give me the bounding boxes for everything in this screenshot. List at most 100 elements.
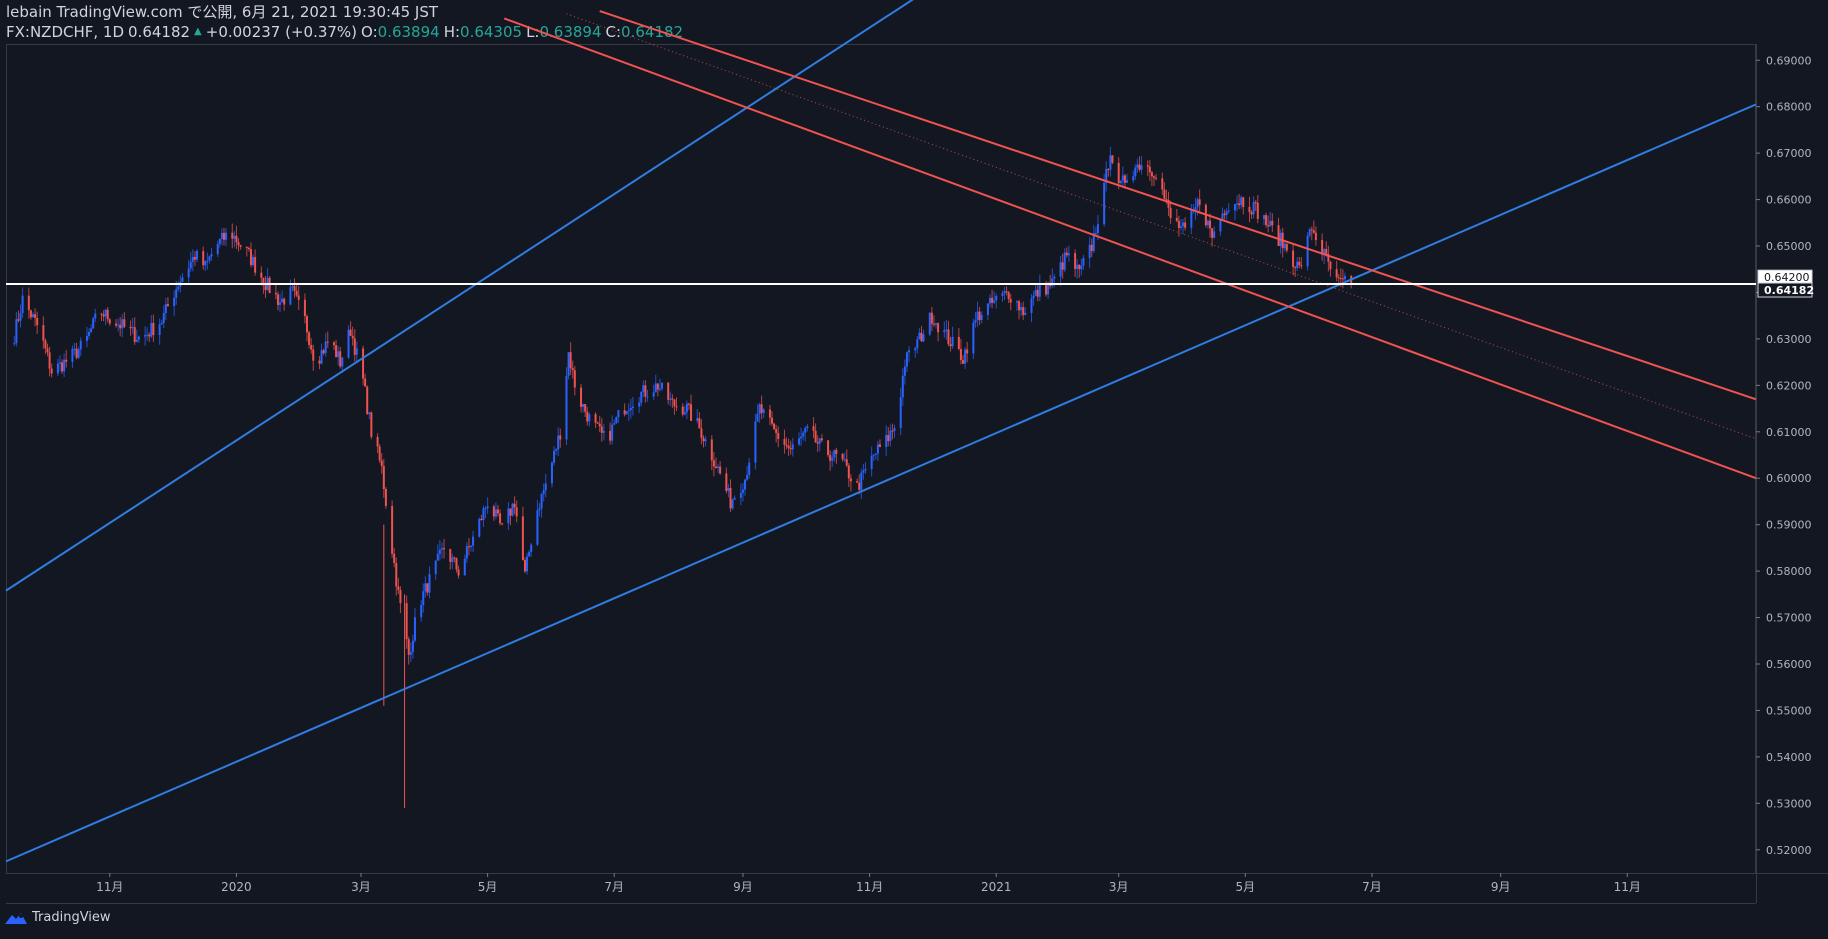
candle-body: [521, 516, 524, 560]
candle-body: [768, 409, 771, 418]
candle-body: [409, 652, 412, 655]
candle-body: [58, 362, 61, 364]
candle-body: [36, 317, 39, 326]
candle-body: [918, 332, 921, 340]
candle-body: [748, 462, 751, 475]
y-tick-label: 0.65000: [1766, 240, 1812, 253]
candle-body: [210, 254, 213, 257]
candle-body: [553, 450, 556, 463]
candle-body: [1190, 210, 1193, 228]
candle-body: [523, 559, 526, 572]
candle-body: [540, 494, 543, 509]
candle-body: [181, 277, 184, 282]
candle-body: [189, 261, 192, 269]
candle-body: [922, 334, 925, 342]
candle-body: [231, 232, 234, 239]
candle-body: [640, 391, 643, 403]
candle-body: [337, 351, 340, 358]
candle-body: [876, 444, 879, 454]
candle-body: [1107, 168, 1110, 170]
candle-body: [623, 410, 626, 415]
candle-body: [660, 382, 663, 389]
candle-body: [949, 344, 952, 347]
candle-body: [744, 479, 747, 490]
candle-body: [1119, 180, 1122, 184]
candle-body: [482, 508, 485, 521]
candle-body: [347, 329, 350, 358]
candle-body: [391, 505, 394, 554]
candle-body: [555, 449, 558, 451]
candle-body: [1296, 261, 1299, 268]
x-tick-label: 11月: [96, 880, 123, 894]
candle-body: [567, 352, 570, 376]
candle-body: [119, 324, 122, 329]
candle-body: [916, 339, 919, 349]
x-tick-label: 9月: [733, 880, 753, 894]
high-value: 0.64305: [460, 23, 523, 41]
y-tick-label: 0.57000: [1766, 612, 1812, 625]
candle-body: [625, 411, 628, 415]
candle-body: [467, 546, 470, 548]
candle-body: [175, 289, 178, 298]
candle-body: [829, 455, 832, 461]
candle-body: [152, 322, 155, 335]
candle-body: [90, 328, 93, 332]
candle-body: [457, 569, 460, 576]
candle-body: [849, 478, 852, 482]
candle-body: [100, 313, 103, 315]
candle-body: [370, 412, 373, 437]
candle-body: [274, 293, 277, 295]
y-tick-label: 0.66000: [1766, 194, 1812, 207]
candle-body: [48, 352, 51, 369]
candle-body: [613, 423, 616, 425]
candle-body: [1198, 199, 1201, 205]
candle-body: [453, 557, 456, 559]
candle-body: [957, 336, 960, 349]
candle-body: [675, 406, 678, 408]
candle-body: [1148, 166, 1151, 173]
candle-body: [538, 508, 541, 511]
brand[interactable]: TradingView: [4, 910, 111, 925]
candle-body: [586, 411, 589, 422]
candle-body: [108, 319, 111, 324]
y-tick-label: 0.59000: [1766, 519, 1812, 532]
candle-body: [783, 438, 786, 445]
candle-body: [717, 466, 720, 468]
candle-body: [787, 445, 790, 449]
candle-body: [135, 339, 138, 342]
candle-body: [887, 435, 890, 442]
candle-body: [843, 459, 846, 461]
candle-body: [582, 403, 585, 407]
candle-body: [94, 313, 97, 319]
candle-body: [1263, 215, 1266, 219]
candle-body: [384, 489, 387, 506]
candle-body: [928, 312, 931, 335]
candle-body: [1136, 164, 1139, 168]
candle-body: [631, 406, 634, 408]
candle-body: [162, 313, 165, 323]
candle-body: [1182, 222, 1185, 227]
candle-body: [870, 455, 873, 470]
candle-body: [1080, 265, 1083, 270]
candle-body: [908, 350, 911, 353]
candle-body: [355, 348, 358, 355]
candle-body: [195, 251, 198, 260]
candle-body: [405, 603, 408, 640]
candle-body: [247, 247, 250, 250]
candle-body: [44, 340, 47, 349]
candle-body: [1125, 180, 1128, 183]
candle-body: [1248, 206, 1251, 213]
candle-body: [1209, 220, 1212, 229]
candle-body: [656, 383, 659, 390]
candle-body: [1252, 202, 1255, 215]
candle-body: [710, 439, 713, 461]
price-axis: 0.690000.680000.670000.660000.650000.640…: [1756, 54, 1812, 857]
candle-body: [1277, 225, 1280, 247]
candle-body: [980, 314, 983, 320]
candle-body: [1238, 203, 1241, 206]
candle-body: [399, 589, 402, 604]
candle-body: [1196, 199, 1199, 208]
candle-body: [584, 403, 587, 412]
candle-body: [658, 388, 661, 390]
